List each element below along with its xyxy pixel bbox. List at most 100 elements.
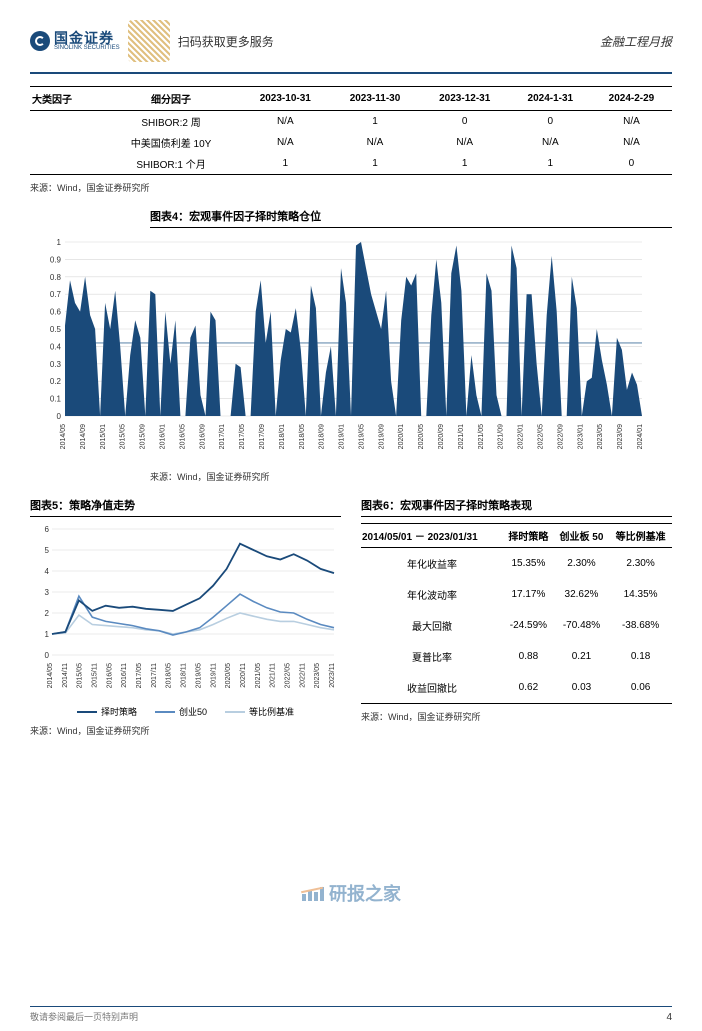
- svg-text:2018/05: 2018/05: [299, 424, 306, 449]
- svg-text:3: 3: [45, 588, 50, 597]
- svg-text:2021/05: 2021/05: [478, 424, 485, 449]
- table-row: 收益回撤比0.620.030.06: [361, 672, 672, 704]
- table-cell: 0.88: [503, 641, 554, 672]
- qr-code-icon: [128, 20, 170, 62]
- svg-text:2017/11: 2017/11: [151, 663, 158, 688]
- svg-text:0: 0: [57, 412, 62, 421]
- svg-text:2017/01: 2017/01: [219, 424, 226, 449]
- table-cell: 32.62%: [554, 579, 609, 610]
- svg-text:2022/01: 2022/01: [518, 424, 525, 449]
- svg-text:2023/09: 2023/09: [617, 424, 624, 449]
- svg-text:2022/11: 2022/11: [299, 663, 306, 688]
- svg-text:1: 1: [57, 238, 62, 247]
- table-cell: 夏普比率: [361, 641, 503, 672]
- svg-text:0.1: 0.1: [50, 395, 62, 404]
- svg-text:2015/01: 2015/01: [100, 424, 107, 449]
- svg-text:4: 4: [45, 567, 50, 576]
- svg-text:2021/09: 2021/09: [498, 424, 505, 449]
- source-2: 来源：Wind，国金证券研究所: [150, 470, 672, 483]
- legend-item: 择时策略: [77, 705, 137, 718]
- chart6-block: 图表6：宏观事件因子择时策略表现 2014/05/01 － 2023/01/31…: [361, 497, 672, 751]
- svg-text:2021/11: 2021/11: [270, 663, 277, 688]
- table-row: 最大回撤-24.59%-70.48%-38.68%: [361, 610, 672, 641]
- svg-text:2024/01: 2024/01: [637, 424, 644, 449]
- svg-text:5: 5: [45, 546, 50, 555]
- perf-header: 择时策略: [503, 524, 554, 548]
- svg-text:2023/11: 2023/11: [329, 663, 336, 688]
- table-cell: 1: [330, 153, 419, 175]
- svg-text:2021/01: 2021/01: [458, 424, 465, 449]
- svg-text:2023/01: 2023/01: [577, 424, 584, 449]
- table-cell: 1: [330, 111, 419, 133]
- svg-text:6: 6: [45, 525, 50, 534]
- svg-text:0.4: 0.4: [50, 342, 62, 351]
- watermark-text: 研报之家: [329, 880, 401, 906]
- legend-item: 等比例基准: [225, 705, 294, 718]
- legend-item: 创业50: [155, 705, 207, 718]
- table-cell: 最大回撤: [361, 610, 503, 641]
- svg-text:2019/05: 2019/05: [358, 424, 365, 449]
- table-cell: 17.17%: [503, 579, 554, 610]
- table-cell: -70.48%: [554, 610, 609, 641]
- table-cell: 年化收益率: [361, 548, 503, 580]
- header: 国金证券 SINOLINK SECURITIES 扫码获取更多服务 金融工程月报: [30, 20, 672, 62]
- svg-text:0.8: 0.8: [50, 273, 62, 282]
- svg-text:2019/09: 2019/09: [378, 424, 385, 449]
- table-cell: 14.35%: [609, 579, 672, 610]
- table-header: 大类因子: [30, 87, 102, 111]
- table-row: 中美国债利差 10YN/AN/AN/AN/AN/A: [30, 132, 672, 153]
- table-header: 细分因子: [102, 87, 240, 111]
- svg-text:0: 0: [45, 651, 50, 660]
- source-4: 来源：Wind，国金证券研究所: [361, 710, 672, 723]
- source-1: 来源：Wind，国金证券研究所: [30, 181, 672, 194]
- doc-type: 金融工程月报: [600, 33, 672, 50]
- header-rule: [30, 72, 672, 74]
- chart4-title: 图表4：宏观事件因子择时策略仓位: [150, 208, 672, 228]
- svg-text:2019/11: 2019/11: [210, 663, 217, 688]
- chart4-block: 图表4：宏观事件因子择时策略仓位 00.10.20.30.40.50.60.70…: [30, 208, 672, 483]
- svg-text:2017/09: 2017/09: [259, 424, 266, 449]
- table-cell: 0.21: [554, 641, 609, 672]
- svg-text:2018/09: 2018/09: [319, 424, 326, 449]
- table-row: SHIBOR:2 周N/A100N/A: [30, 111, 672, 133]
- chart5-svg: 01234562014/052014/112015/052015/112016/…: [30, 523, 340, 703]
- table-cell: N/A: [591, 111, 672, 133]
- table-cell: N/A: [591, 132, 672, 153]
- table-header: 2023-10-31: [240, 87, 330, 111]
- table-header: 2024-1-31: [510, 87, 591, 111]
- svg-text:2018/01: 2018/01: [279, 424, 286, 449]
- table-cell: 0.18: [609, 641, 672, 672]
- svg-text:2022/09: 2022/09: [557, 424, 564, 449]
- svg-text:2014/11: 2014/11: [62, 663, 69, 688]
- table-cell: 0: [591, 153, 672, 175]
- logo: 国金证券 SINOLINK SECURITIES: [30, 31, 120, 51]
- svg-text:2015/11: 2015/11: [92, 663, 99, 688]
- svg-text:2015/05: 2015/05: [77, 663, 84, 688]
- chart5-block: 图表5：策略净值走势 01234562014/052014/112015/052…: [30, 497, 341, 751]
- header-left: 国金证券 SINOLINK SECURITIES 扫码获取更多服务: [30, 20, 274, 62]
- logo-icon: [30, 31, 50, 51]
- svg-text:2023/05: 2023/05: [597, 424, 604, 449]
- svg-text:2014/05: 2014/05: [60, 424, 67, 449]
- performance-table: 2014/05/01 － 2023/01/31择时策略创业板 50等比例基准 年…: [361, 523, 672, 704]
- table-cell: 收益回撤比: [361, 672, 503, 704]
- table-cell: 中美国债利差 10Y: [102, 132, 240, 153]
- perf-header: 等比例基准: [609, 524, 672, 548]
- svg-text:2014/09: 2014/09: [80, 424, 87, 449]
- svg-text:2017/05: 2017/05: [239, 424, 246, 449]
- svg-text:2022/05: 2022/05: [284, 663, 291, 688]
- svg-text:2022/05: 2022/05: [538, 424, 545, 449]
- svg-text:0.3: 0.3: [50, 360, 62, 369]
- svg-text:0.5: 0.5: [50, 325, 62, 334]
- table-cell: 年化波动率: [361, 579, 503, 610]
- svg-text:0.7: 0.7: [50, 290, 62, 299]
- perf-header: 创业板 50: [554, 524, 609, 548]
- table-cell: N/A: [510, 132, 591, 153]
- table-header: 2024-2-29: [591, 87, 672, 111]
- svg-text:2014/05: 2014/05: [47, 663, 54, 688]
- svg-text:2018/11: 2018/11: [181, 663, 188, 688]
- svg-text:0.6: 0.6: [50, 308, 62, 317]
- table-cell: 15.35%: [503, 548, 554, 580]
- table-cell: 0.03: [554, 672, 609, 704]
- table-cell: -38.68%: [609, 610, 672, 641]
